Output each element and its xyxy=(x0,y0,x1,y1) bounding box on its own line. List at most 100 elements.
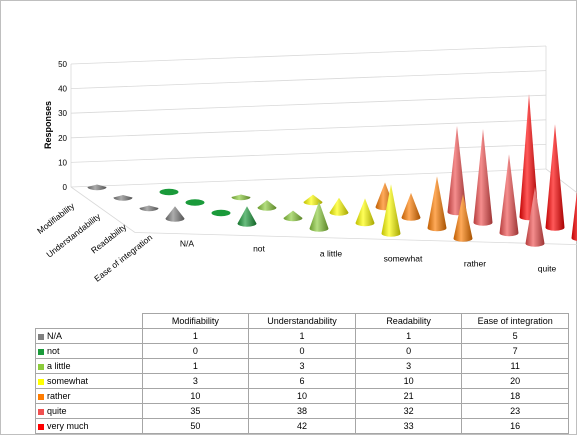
table-row: somewhat 3 6 10 20 xyxy=(35,373,569,389)
data-table: Modifiability Understandability Readabilit… xyxy=(35,313,569,434)
table-cell: 10 xyxy=(248,388,356,404)
table-cell: 0 xyxy=(141,343,250,359)
chart-plot: 0 10 20 30 40 50 Responses ModifiabilityUnder… xyxy=(35,45,577,284)
cone-2-3 xyxy=(355,198,375,227)
table-cell: 7 xyxy=(461,343,569,359)
table-row: N/A 1 1 1 5 xyxy=(35,328,569,344)
table-cell: 3 xyxy=(248,358,356,374)
cone-1-4 xyxy=(401,192,421,221)
legend-label: very much xyxy=(47,421,89,431)
table-cell: 18 xyxy=(461,388,569,404)
table-header-cell: Modifiability xyxy=(141,313,250,329)
y-axis-ticks: 0 10 20 30 40 50 xyxy=(58,60,67,192)
table-cell: 32 xyxy=(354,403,463,419)
table-row: very much 50 42 33 16 xyxy=(35,418,569,434)
cone-3-1 xyxy=(237,206,257,227)
table-cell: 21 xyxy=(354,388,463,404)
cone-2-4 xyxy=(427,176,447,232)
table-row: rather 10 10 21 18 xyxy=(35,388,569,404)
table-row-label: somewhat xyxy=(35,373,143,389)
category-label: quite xyxy=(538,264,557,274)
table-cell: 42 xyxy=(248,418,356,434)
cone-2-5 xyxy=(499,154,519,237)
legend-label: not xyxy=(47,346,60,356)
chart-walls xyxy=(70,45,577,245)
table-row-label: N/A xyxy=(35,328,143,344)
cone-3-2 xyxy=(309,201,329,232)
cone-0-5 xyxy=(447,125,467,216)
table-cell: 1 xyxy=(354,328,463,344)
table-body: N/A 1 1 1 5 not 0 0 0 7 a little 1 3 3 11 somewhat 3 6 10 2… xyxy=(35,328,569,434)
cone-1-1 xyxy=(185,199,205,206)
table-cell: 0 xyxy=(354,343,463,359)
category-label: N/A xyxy=(180,239,195,249)
table-cell: 1 xyxy=(141,358,250,374)
y-tick-label: 10 xyxy=(58,158,67,167)
table-cell: 10 xyxy=(354,373,463,389)
category-label: a little xyxy=(320,249,342,259)
legend-swatch xyxy=(38,423,44,430)
table-cell: 38 xyxy=(248,403,356,419)
legend-label: rather xyxy=(47,391,71,401)
cone-0-0 xyxy=(87,184,107,191)
table-row: a little 1 3 3 11 xyxy=(35,358,569,374)
legend-swatch xyxy=(38,393,44,400)
table-row-label: quite xyxy=(35,403,143,419)
category-label: somewhat xyxy=(384,254,423,264)
y-tick-label: 20 xyxy=(58,134,67,143)
cone-3-3 xyxy=(381,184,401,237)
table-cell: 35 xyxy=(141,403,250,419)
cone-1-2 xyxy=(257,200,277,211)
table-header-cell: Ease of integration xyxy=(461,313,569,329)
category-label: rather xyxy=(464,259,486,269)
table-row-label: a little xyxy=(35,358,143,374)
table-header-cell: Understandability xyxy=(248,313,356,329)
table-cell: 10 xyxy=(141,388,250,404)
cone-1-6 xyxy=(545,124,565,231)
legend-label: a little xyxy=(47,361,71,371)
category-label: not xyxy=(253,244,265,254)
cone-1-3 xyxy=(329,197,349,216)
table-row-label: rather xyxy=(35,388,143,404)
legend-swatch xyxy=(38,363,44,370)
legend-label: N/A xyxy=(47,331,63,341)
table-cell: 1 xyxy=(248,328,356,344)
table-row-label: very much xyxy=(35,418,143,434)
legend-swatch xyxy=(38,378,44,385)
cone-1-0 xyxy=(113,195,133,201)
series-axis-labels: ModifiabilityUnderstandabilityReadabilit… xyxy=(35,200,154,283)
cone-3-5 xyxy=(525,186,545,247)
table-header-cell: Readability xyxy=(354,313,463,329)
cone-3-4 xyxy=(453,194,473,242)
cone-0-2 xyxy=(231,194,251,201)
table-corner xyxy=(35,313,143,329)
table-cell: 3 xyxy=(354,358,463,374)
table-cell: 6 xyxy=(248,373,356,389)
legend-label: somewhat xyxy=(47,376,89,386)
cone-2-1 xyxy=(211,209,231,217)
table-cell: 11 xyxy=(461,358,569,374)
legend-swatch xyxy=(38,333,44,340)
table-row: quite 35 38 32 23 xyxy=(35,403,569,419)
legend-swatch xyxy=(38,408,44,415)
table-cell: 16 xyxy=(461,418,569,434)
cone-2-2 xyxy=(283,210,303,222)
table-cell: 20 xyxy=(461,373,569,389)
y-tick-label: 30 xyxy=(58,109,67,118)
cone-3-0 xyxy=(165,206,185,222)
table-row-label: not xyxy=(35,343,143,359)
table-cell: 23 xyxy=(461,403,569,419)
table-cell: 33 xyxy=(354,418,463,434)
legend-label: quite xyxy=(47,406,67,416)
cone-0-1 xyxy=(159,188,179,196)
y-axis-label: Responses xyxy=(43,101,53,149)
cone-2-0 xyxy=(139,205,159,212)
table-cell: 3 xyxy=(141,373,250,389)
chart-cones xyxy=(87,94,577,247)
table-cell: 0 xyxy=(248,343,356,359)
y-tick-label: 50 xyxy=(58,60,67,69)
table-cell: 1 xyxy=(141,328,250,344)
series-label: Readability xyxy=(89,221,129,255)
